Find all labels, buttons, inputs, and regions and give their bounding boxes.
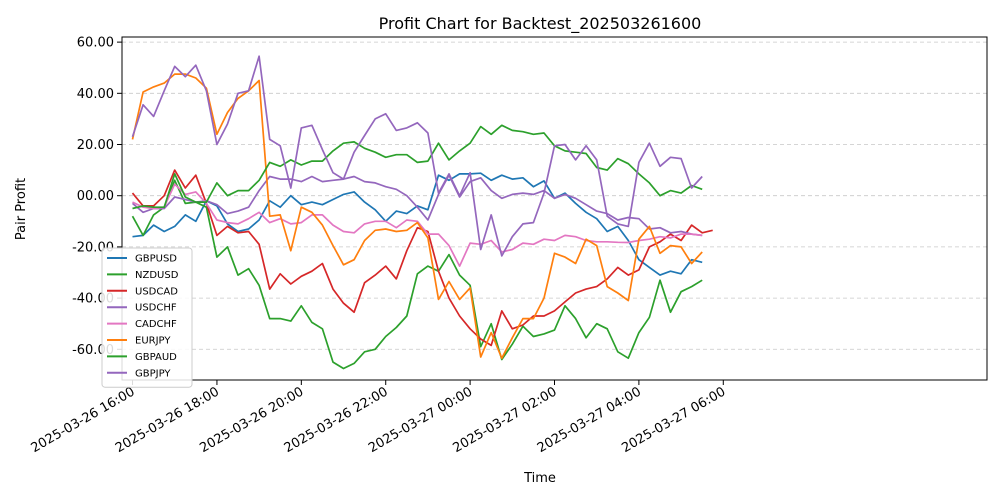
y-tick-label: 60.00: [77, 36, 114, 51]
y-tick-label: 40.00: [77, 87, 114, 102]
y-tick-label: 20.00: [77, 138, 114, 153]
legend-box: [101, 247, 193, 388]
series-line-gbpaud: [132, 124, 703, 210]
chart-title: Profit Chart for Backtest_202503261600: [379, 14, 702, 34]
legend-label-gbpusd: GBPUSD: [135, 254, 177, 265]
legend-label-cadchf: CADCHF: [135, 319, 177, 330]
series-line-eurjpy: [131, 73, 703, 360]
legend-label-gbpaud: GBPAUD: [135, 352, 177, 363]
series-line-gbpjpy: [131, 55, 703, 257]
legend: GBPUSD NZDUSD USDCAD USDCHF CADCHF EURJPY GBPA…: [101, 247, 193, 388]
legend-label-usdcad: USDCAD: [135, 286, 178, 297]
series-line-nzdusd: [131, 179, 703, 370]
y-tick-label: 00.00: [77, 189, 114, 204]
series-layer: [131, 55, 713, 370]
legend-label-gbpjpy: GBPJPY: [135, 368, 171, 379]
x-axis-label: Time: [523, 471, 556, 486]
legend-label-eurjpy: EURJPY: [135, 336, 171, 347]
series-line-gbpusd: [132, 172, 703, 276]
legend-label-usdchf: USDCHF: [135, 303, 177, 314]
legend-label-nzdusd: NZDUSD: [135, 270, 179, 281]
y-axis-label: Pair Profit: [14, 178, 29, 240]
series-line-cadchf: [132, 183, 703, 267]
